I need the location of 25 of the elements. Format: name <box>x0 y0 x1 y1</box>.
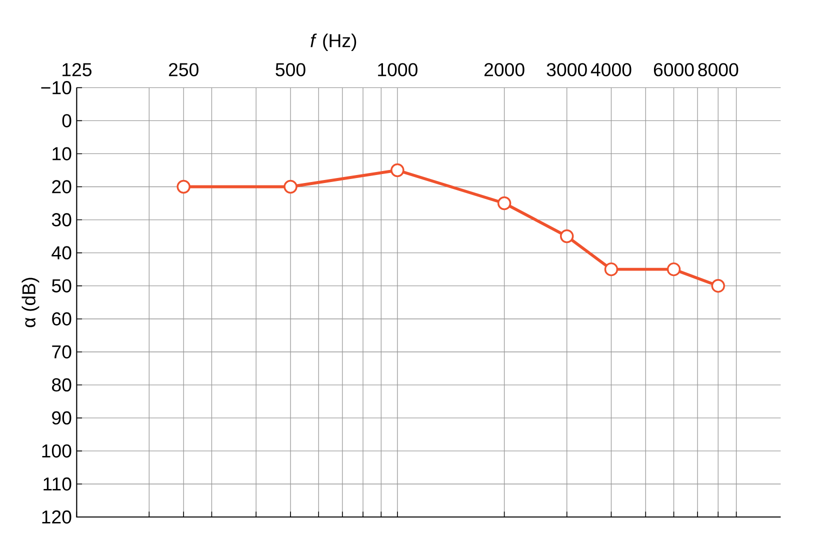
y-axis-title: α (dB) <box>22 278 40 328</box>
x-tick-label: 250 <box>168 63 198 76</box>
y-tick-label: 60 <box>52 312 72 326</box>
x-tick-label: 2000 <box>484 63 524 76</box>
y-tick-label: 10 <box>52 147 72 160</box>
y-tick-label: 110 <box>44 477 72 491</box>
x-tick-label: 1000 <box>378 63 418 76</box>
x-tick-label: 6000 <box>654 63 694 76</box>
y-tick-label: 50 <box>52 279 72 292</box>
y-tick-label: 20 <box>52 180 72 194</box>
x-tick-label: 125 <box>62 63 92 76</box>
y-tick-label: 30 <box>52 213 72 226</box>
y-tick-label: −10 <box>41 81 72 94</box>
y-tick-label: 40 <box>52 246 72 260</box>
x-axis-title: f (Hz) <box>310 34 356 51</box>
y-tick-label: 120 <box>42 510 72 524</box>
x-tick-label: 500 <box>276 63 306 76</box>
y-tick-label: 80 <box>52 378 72 392</box>
y-tick-label: 100 <box>42 444 72 458</box>
y-tick-label: 90 <box>52 411 72 425</box>
x-tick-label: 4000 <box>590 63 632 76</box>
y-tick-label: 70 <box>52 345 72 358</box>
x-tick-label: 3000 <box>546 63 587 76</box>
x-tick-label: 8000 <box>698 63 738 76</box>
y-tick-label: 0 <box>62 114 72 128</box>
